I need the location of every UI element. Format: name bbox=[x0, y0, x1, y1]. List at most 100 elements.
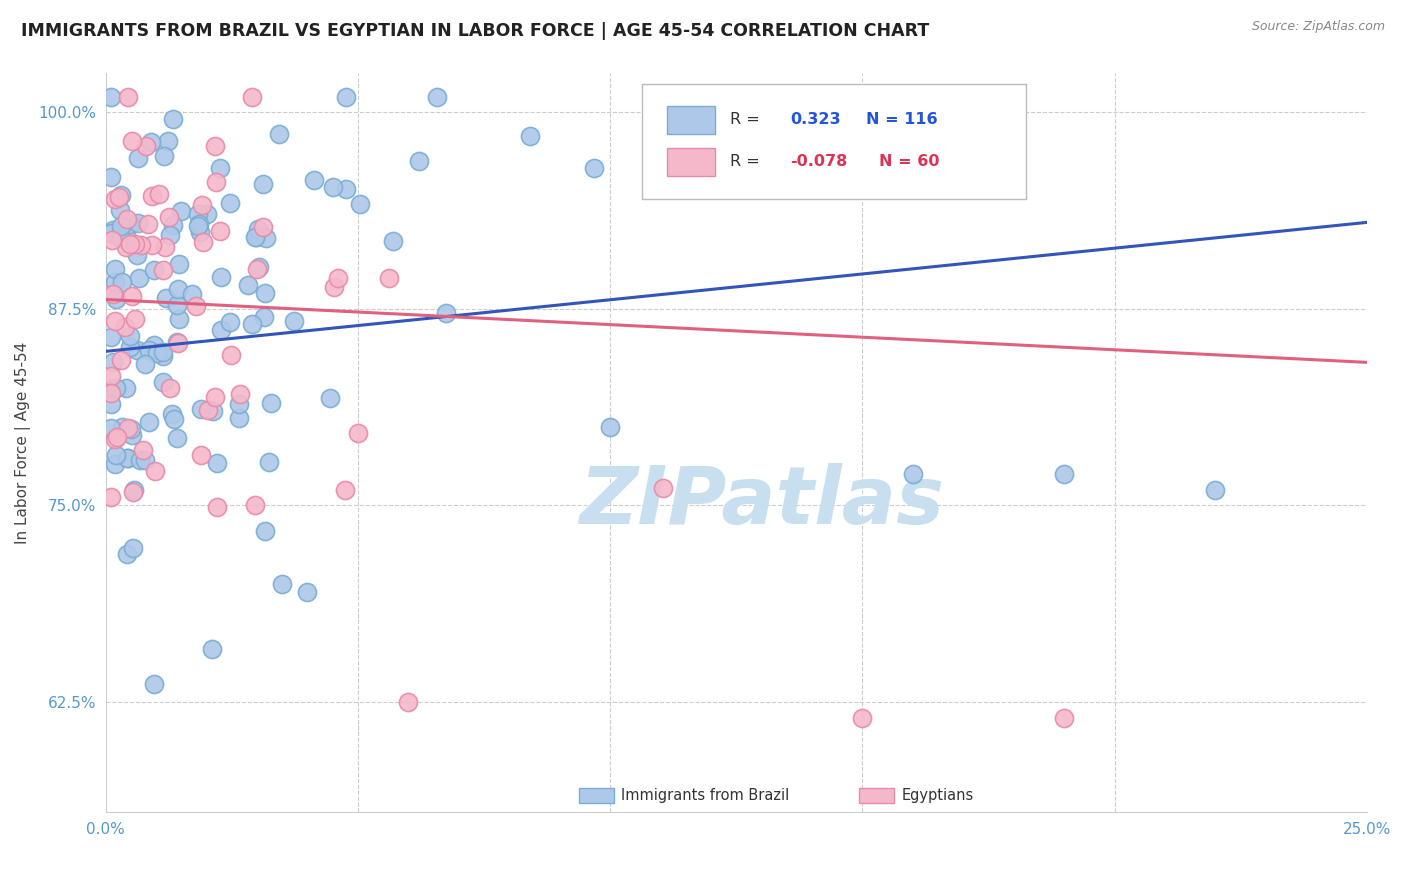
Point bbox=[103, 432, 125, 446]
Point bbox=[128, 271, 150, 285]
Point bbox=[271, 577, 294, 591]
Point bbox=[229, 387, 252, 401]
Point bbox=[100, 89, 122, 103]
Point bbox=[110, 352, 132, 367]
Point bbox=[100, 385, 122, 400]
Point bbox=[208, 161, 231, 176]
Point bbox=[117, 89, 139, 103]
FancyBboxPatch shape bbox=[859, 789, 894, 804]
Point bbox=[434, 305, 457, 319]
Point bbox=[121, 428, 143, 442]
Text: -0.078: -0.078 bbox=[790, 154, 848, 169]
Point bbox=[124, 311, 146, 326]
Point bbox=[108, 203, 131, 218]
Point bbox=[100, 490, 122, 504]
Point bbox=[141, 237, 163, 252]
Point bbox=[322, 180, 344, 194]
Point bbox=[103, 287, 125, 301]
Point bbox=[322, 280, 344, 294]
Point bbox=[252, 219, 274, 234]
Point bbox=[204, 139, 226, 153]
Text: R =: R = bbox=[730, 154, 765, 169]
Point bbox=[110, 187, 132, 202]
Point bbox=[382, 234, 405, 248]
Text: Immigrants from Brazil: Immigrants from Brazil bbox=[621, 789, 790, 804]
Text: R =: R = bbox=[730, 112, 765, 127]
Point bbox=[118, 328, 141, 343]
Point bbox=[156, 134, 179, 148]
Point bbox=[396, 695, 419, 709]
Point bbox=[187, 207, 209, 221]
Point bbox=[190, 448, 212, 462]
Point bbox=[901, 467, 924, 481]
Point bbox=[122, 483, 145, 497]
Point bbox=[121, 289, 143, 303]
Point bbox=[257, 455, 280, 469]
Point bbox=[155, 291, 177, 305]
Point bbox=[127, 216, 149, 230]
Point bbox=[105, 430, 128, 444]
Point bbox=[191, 235, 214, 250]
FancyBboxPatch shape bbox=[641, 84, 1026, 199]
Point bbox=[254, 231, 277, 245]
Point bbox=[240, 89, 263, 103]
Point bbox=[117, 450, 139, 465]
Point bbox=[159, 228, 181, 243]
Text: 0.323: 0.323 bbox=[790, 112, 841, 127]
Point bbox=[157, 211, 180, 225]
Point bbox=[326, 271, 349, 285]
Point bbox=[160, 407, 183, 421]
Point bbox=[162, 412, 184, 426]
Point bbox=[243, 498, 266, 512]
Point bbox=[166, 298, 188, 312]
Point bbox=[209, 323, 232, 337]
Point bbox=[101, 354, 124, 368]
Point bbox=[114, 320, 136, 334]
Point bbox=[114, 239, 136, 253]
Point bbox=[162, 112, 184, 127]
Point bbox=[100, 233, 122, 247]
Point bbox=[121, 134, 143, 148]
Point bbox=[335, 182, 357, 196]
Point bbox=[100, 330, 122, 344]
Point bbox=[100, 170, 122, 185]
FancyBboxPatch shape bbox=[666, 105, 714, 134]
Point bbox=[236, 277, 259, 292]
Point bbox=[143, 263, 166, 277]
Point bbox=[115, 381, 138, 395]
Point bbox=[100, 396, 122, 410]
Point bbox=[167, 257, 190, 271]
Point bbox=[1053, 711, 1076, 725]
Point bbox=[349, 196, 371, 211]
Point bbox=[228, 411, 250, 425]
Point bbox=[408, 154, 430, 169]
Point bbox=[100, 227, 122, 241]
Point bbox=[166, 431, 188, 445]
Point bbox=[100, 369, 122, 384]
Point bbox=[167, 335, 190, 350]
Point bbox=[141, 135, 163, 149]
Point bbox=[152, 375, 174, 389]
Point bbox=[219, 195, 242, 210]
Point bbox=[131, 238, 153, 252]
Text: Source: ZipAtlas.com: Source: ZipAtlas.com bbox=[1251, 20, 1385, 33]
Point bbox=[245, 261, 267, 276]
Point bbox=[243, 229, 266, 244]
Point bbox=[159, 381, 181, 395]
Point bbox=[121, 484, 143, 499]
FancyBboxPatch shape bbox=[666, 148, 714, 176]
Point bbox=[127, 151, 149, 165]
Point bbox=[205, 500, 228, 514]
Point bbox=[181, 286, 204, 301]
Point bbox=[202, 403, 225, 417]
Point bbox=[138, 343, 160, 357]
Point bbox=[127, 248, 149, 262]
Point bbox=[155, 240, 177, 254]
Point bbox=[1204, 483, 1226, 497]
Point bbox=[142, 677, 165, 691]
Point bbox=[519, 129, 541, 144]
Point bbox=[148, 186, 170, 201]
Point bbox=[302, 173, 325, 187]
Point bbox=[128, 453, 150, 467]
Point bbox=[117, 421, 139, 435]
